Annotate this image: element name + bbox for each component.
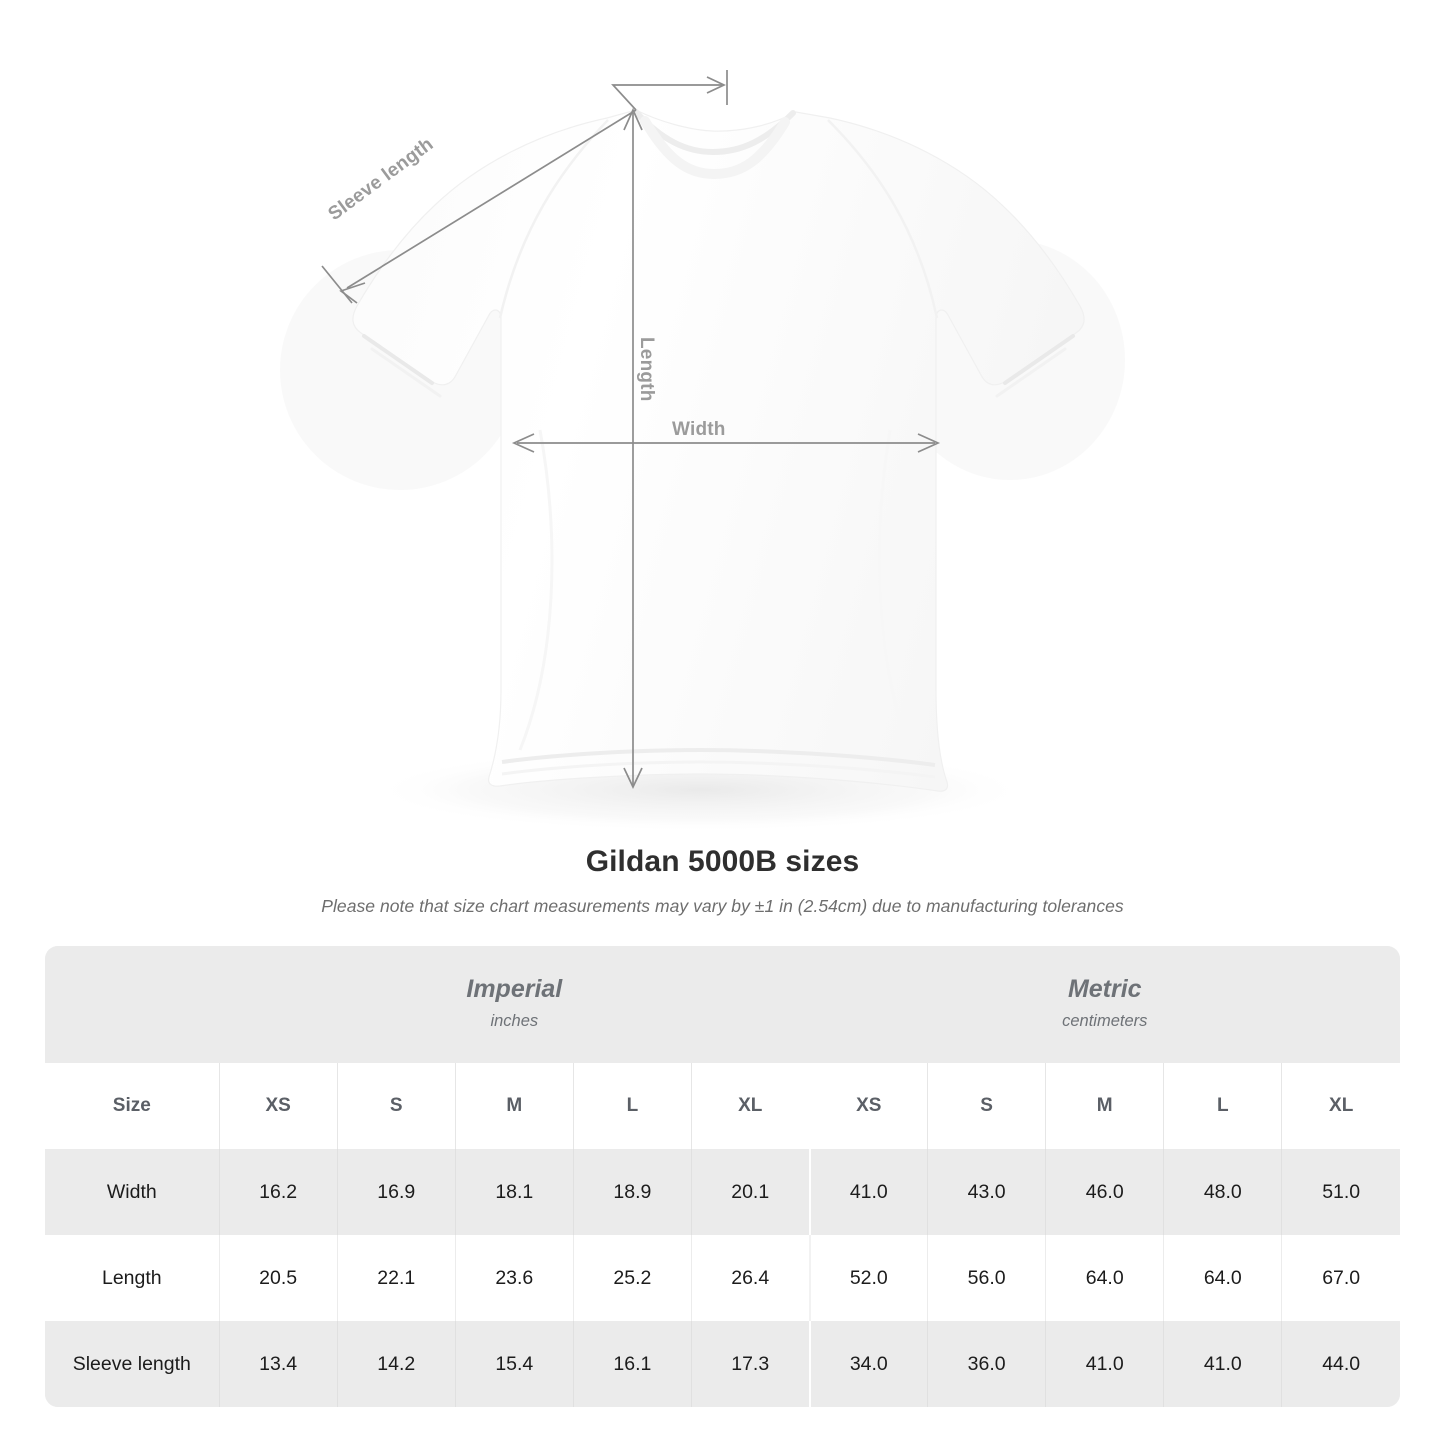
column-header-imperial-m: M: [455, 1063, 574, 1149]
cell-length-imperial-m: 23.6: [455, 1235, 574, 1321]
size-chart-table-container: Imperial inches Metric centimeters Size …: [45, 946, 1400, 1407]
table-row: Length 20.5 22.1 23.6 25.2 26.4 52.0 56.…: [45, 1235, 1400, 1321]
cell-sleeve-metric-l: 41.0: [1163, 1321, 1283, 1407]
cell-width-imperial-xs: 16.2: [219, 1149, 338, 1235]
size-chart-heading: Gildan 5000B sizes Please note that size…: [0, 845, 1445, 917]
column-header-imperial-s: S: [337, 1063, 456, 1149]
sleeve-length-end-tick: [321, 265, 353, 304]
width-dimension-label: Width: [672, 419, 726, 440]
sleeve-hem-left-2: [370, 347, 442, 398]
unit-group-metric-unit: centimeters: [1062, 1011, 1148, 1030]
cell-sleeve-metric-s: 36.0: [927, 1321, 1047, 1407]
cell-width-imperial-m: 18.1: [455, 1149, 574, 1235]
unit-group-imperial-name: Imperial: [466, 974, 563, 1003]
unit-group-metric-name: Metric: [1067, 974, 1142, 1003]
size-diagram: Sleeve length Length Width: [321, 70, 1085, 832]
cell-width-imperial-s: 16.9: [337, 1149, 456, 1235]
page-title: Gildan 5000B sizes: [585, 845, 860, 878]
column-header-size: Size: [45, 1063, 220, 1149]
column-header-metric-xl: XL: [1281, 1063, 1400, 1149]
tolerance-note: Please note that size chart measurements…: [321, 896, 1124, 916]
table-row: Sleeve length 13.4 14.2 15.4 16.1 17.3 3…: [45, 1321, 1400, 1407]
cell-sleeve-metric-xs: 34.0: [809, 1321, 929, 1407]
column-header-metric-l: L: [1163, 1063, 1283, 1149]
cell-width-metric-xs: 41.0: [809, 1149, 929, 1235]
unit-group-metric: Metric centimeters: [809, 946, 1400, 1063]
row-label-length: Length: [45, 1235, 220, 1321]
cell-length-metric-l: 64.0: [1163, 1235, 1283, 1321]
unit-group-imperial: Imperial inches: [219, 946, 810, 1063]
t-shirt-illustration: [321, 70, 1085, 832]
unit-system-banner-row: Imperial inches Metric centimeters: [45, 946, 1400, 1063]
cell-width-metric-l: 48.0: [1163, 1149, 1283, 1235]
cell-width-metric-xl: 51.0: [1281, 1149, 1400, 1235]
cell-length-metric-s: 56.0: [927, 1235, 1047, 1321]
cell-sleeve-imperial-s: 14.2: [337, 1321, 456, 1407]
size-chart-table: Imperial inches Metric centimeters Size …: [45, 946, 1400, 1407]
unit-group-imperial-unit: inches: [490, 1011, 539, 1030]
size-header-row: Size XS S M L XL XS S M L XL: [45, 1063, 1400, 1149]
cell-length-imperial-s: 22.1: [337, 1235, 456, 1321]
shirt-bottom-hem: [501, 747, 936, 767]
length-arrowhead-top: [623, 107, 643, 131]
width-arrowhead-left: [511, 433, 535, 453]
shirt-collar-inner: [640, 116, 790, 180]
dimension-lines: [321, 70, 941, 789]
sleeve-hem-left: [362, 334, 434, 385]
column-header-metric-xs: XS: [809, 1063, 929, 1149]
fabric-fold-2: [877, 429, 912, 753]
cell-sleeve-metric-xl: 44.0: [1281, 1321, 1400, 1407]
width-arrowhead-right: [917, 433, 941, 453]
shirt-collar: [633, 109, 796, 156]
cell-sleeve-metric-m: 41.0: [1045, 1321, 1165, 1407]
row-label-width: Width: [45, 1149, 220, 1235]
sleeve-hem-right-2: [995, 347, 1067, 398]
cell-sleeve-imperial-xl: 17.3: [691, 1321, 811, 1407]
cell-length-metric-m: 64.0: [1045, 1235, 1165, 1321]
cell-length-imperial-l: 25.2: [573, 1235, 692, 1321]
shirt-bottom-hem-2: [501, 760, 936, 779]
unit-banner-spacer: [45, 946, 220, 1063]
fabric-fold-1: [518, 429, 554, 751]
sleeve-hem-right: [1003, 334, 1075, 385]
cell-width-imperial-l: 18.9: [573, 1149, 692, 1235]
cell-sleeve-imperial-xs: 13.4: [219, 1321, 338, 1407]
column-header-metric-s: S: [927, 1063, 1047, 1149]
sleeve-length-arrowhead: [339, 282, 366, 304]
cell-sleeve-imperial-l: 16.1: [573, 1321, 692, 1407]
column-header-metric-m: M: [1045, 1063, 1165, 1149]
length-arrowhead-bottom: [623, 767, 643, 789]
cell-width-metric-m: 46.0: [1045, 1149, 1165, 1235]
sleeve-length-line: [346, 109, 637, 289]
shirt-body-path: [352, 109, 1085, 792]
shoulder-seam-left: [498, 119, 609, 319]
top-arrow-head: [706, 76, 726, 94]
shoulder-seam-right: [827, 119, 939, 319]
cell-length-imperial-xl: 26.4: [691, 1235, 811, 1321]
cell-width-imperial-xl: 20.1: [691, 1149, 811, 1235]
length-dimension-label: Length: [636, 337, 657, 402]
cell-length-metric-xs: 52.0: [809, 1235, 929, 1321]
row-label-sleeve-length: Sleeve length: [45, 1321, 220, 1407]
shoulder-top-reference: [611, 84, 722, 111]
table-row: Width 16.2 16.9 18.1 18.9 20.1 41.0 43.0…: [45, 1149, 1400, 1235]
cell-width-metric-s: 43.0: [927, 1149, 1047, 1235]
column-header-imperial-xl: XL: [691, 1063, 811, 1149]
cell-sleeve-imperial-m: 15.4: [455, 1321, 574, 1407]
cell-length-imperial-xs: 20.5: [219, 1235, 338, 1321]
cell-length-metric-xl: 67.0: [1281, 1235, 1400, 1321]
column-header-imperial-l: L: [573, 1063, 692, 1149]
column-header-imperial-xs: XS: [219, 1063, 338, 1149]
